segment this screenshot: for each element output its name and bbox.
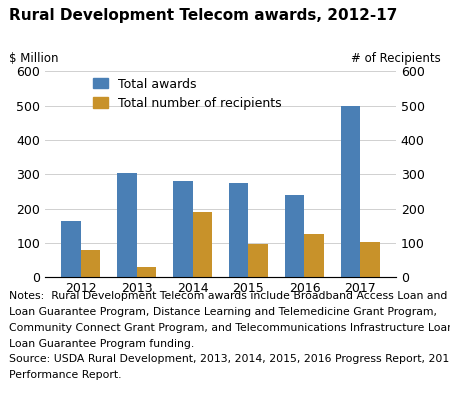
Bar (61, 221, 81, 277)
Bar (117, 173, 136, 277)
Text: Source: USDA Rural Development, 2013, 2014, 2015, 2016 Progress Report, 2017: Source: USDA Rural Development, 2013, 20… (9, 354, 450, 364)
Bar (305, 234, 324, 277)
Bar (173, 181, 193, 277)
Bar (285, 195, 305, 277)
Bar (136, 267, 156, 277)
Bar (341, 106, 360, 277)
Text: Notes:  Rural Development Telecom awards include Broadband Access Loan and: Notes: Rural Development Telecom awards … (9, 291, 447, 301)
Bar (81, 250, 100, 277)
Text: # of Recipients: # of Recipients (351, 52, 441, 65)
Legend: Total awards, Total number of recipients: Total awards, Total number of recipients (93, 78, 282, 110)
Text: Loan Guarantee Program, Distance Learning and Telemedicine Grant Program,: Loan Guarantee Program, Distance Learnin… (9, 307, 437, 317)
Text: $ Million: $ Million (9, 52, 58, 65)
Text: Rural Development Telecom awards, 2012-17: Rural Development Telecom awards, 2012-1… (9, 8, 397, 23)
Bar (360, 242, 380, 277)
Bar (229, 183, 248, 277)
Text: Performance Report.: Performance Report. (9, 370, 122, 380)
Bar (193, 212, 212, 277)
Text: Loan Guarantee Program funding.: Loan Guarantee Program funding. (9, 339, 194, 348)
Bar (248, 244, 268, 277)
Text: Community Connect Grant Program, and Telecommunications Infrastructure Loan and: Community Connect Grant Program, and Tel… (9, 323, 450, 333)
